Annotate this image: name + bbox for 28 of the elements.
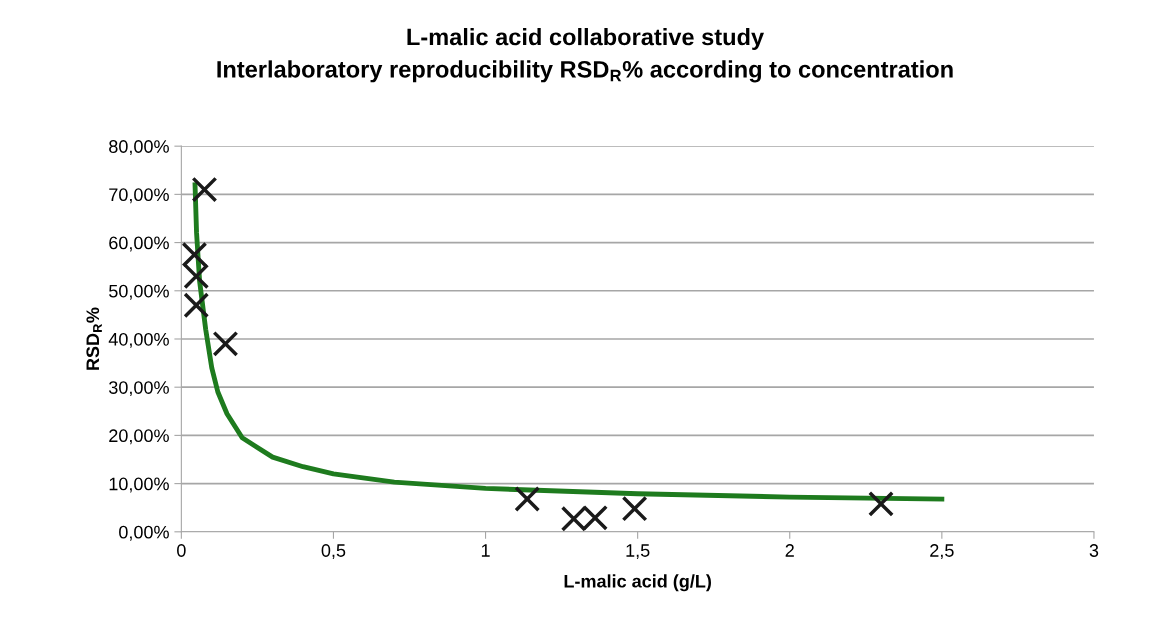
point: [621, 495, 648, 522]
x-tick-label: 2,5: [930, 544, 954, 560]
y-tick-label: 0,00%: [119, 525, 169, 541]
y-tick-label: 20,00%: [109, 429, 169, 445]
x-tick-label: 1: [481, 544, 490, 557]
y-tick-label: 70,00%: [109, 188, 169, 204]
point: [181, 241, 208, 268]
x-tick-label: 1,5: [626, 544, 650, 560]
point: [212, 330, 239, 357]
x-tick-label: 0,5: [321, 544, 346, 560]
point: [183, 292, 210, 319]
y-tick-label: 40,00%: [108, 332, 169, 348]
point: [868, 490, 894, 517]
x-tick-label: 3: [1089, 544, 1099, 557]
y-tick-label: 10,00%: [109, 477, 169, 493]
y-tick-label: 30,00%: [109, 381, 169, 397]
y-axis-title: RSD$_{R}$%: [86, 307, 102, 370]
y-tick-label: 80,00%: [109, 140, 169, 156]
x-axis-title: L-malic acid (g/L): [564, 574, 711, 592]
y-tick-label: 60,00%: [109, 236, 169, 252]
point: [514, 486, 541, 512]
y-tick-label: 50,00%: [109, 284, 169, 300]
chart-title: L-malic acid collaborative study Interlaboratory reproducibility RSD$_{R}$% according to concentration: [217, 27, 953, 83]
point: [191, 176, 218, 203]
x-tick-label: 0: [177, 544, 186, 557]
line-series: [192, 182, 945, 502]
x-tick-label: 2: [785, 544, 794, 557]
point: [183, 263, 210, 290]
